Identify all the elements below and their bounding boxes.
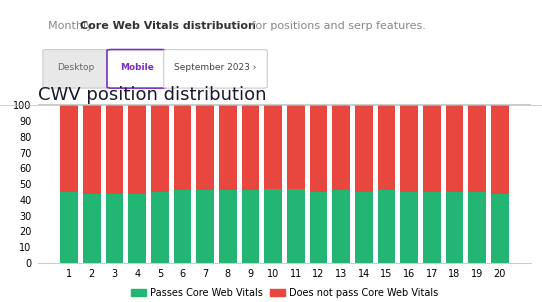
Bar bbox=[219, 190, 237, 263]
Bar bbox=[355, 105, 373, 192]
Bar bbox=[446, 105, 463, 192]
Bar bbox=[355, 192, 373, 263]
Bar bbox=[151, 192, 169, 263]
Bar bbox=[264, 105, 282, 189]
Bar bbox=[196, 190, 214, 263]
Text: CWV position distribution: CWV position distribution bbox=[38, 86, 267, 104]
Bar bbox=[401, 105, 418, 192]
Bar bbox=[332, 190, 350, 263]
Bar bbox=[219, 105, 237, 190]
Bar bbox=[468, 105, 486, 192]
Text: Core Web Vitals distribution: Core Web Vitals distribution bbox=[80, 21, 256, 31]
Bar bbox=[378, 190, 396, 263]
Bar bbox=[60, 192, 78, 263]
Bar bbox=[423, 105, 441, 192]
Bar bbox=[106, 194, 124, 263]
Bar bbox=[196, 105, 214, 190]
Text: September 2023 ›: September 2023 › bbox=[175, 63, 257, 72]
Bar bbox=[242, 105, 260, 190]
Bar bbox=[151, 105, 169, 192]
FancyBboxPatch shape bbox=[43, 50, 109, 88]
Text: Monthly: Monthly bbox=[48, 21, 96, 31]
Bar bbox=[83, 194, 101, 263]
Bar bbox=[468, 192, 486, 263]
FancyBboxPatch shape bbox=[164, 50, 267, 88]
Bar bbox=[491, 105, 509, 194]
Bar bbox=[128, 194, 146, 263]
FancyBboxPatch shape bbox=[107, 50, 166, 88]
Bar bbox=[401, 192, 418, 263]
Text: Mobile: Mobile bbox=[120, 63, 153, 72]
Bar bbox=[446, 192, 463, 263]
Bar bbox=[287, 105, 305, 189]
Bar bbox=[128, 105, 146, 194]
Bar bbox=[332, 105, 350, 190]
Text: Desktop: Desktop bbox=[57, 63, 95, 72]
Bar bbox=[264, 189, 282, 263]
Bar bbox=[309, 192, 327, 263]
Legend: Passes Core Web Vitals, Does not pass Core Web Vitals: Passes Core Web Vitals, Does not pass Co… bbox=[127, 284, 442, 302]
Bar bbox=[287, 189, 305, 263]
Bar bbox=[106, 105, 124, 194]
Bar bbox=[242, 190, 260, 263]
Bar bbox=[378, 105, 396, 190]
Bar bbox=[173, 190, 191, 263]
Bar bbox=[309, 105, 327, 192]
Bar bbox=[491, 194, 509, 263]
Bar bbox=[423, 192, 441, 263]
Text: for positions and serp features.: for positions and serp features. bbox=[248, 21, 425, 31]
Bar bbox=[173, 105, 191, 190]
Bar bbox=[83, 105, 101, 194]
Bar bbox=[60, 105, 78, 192]
